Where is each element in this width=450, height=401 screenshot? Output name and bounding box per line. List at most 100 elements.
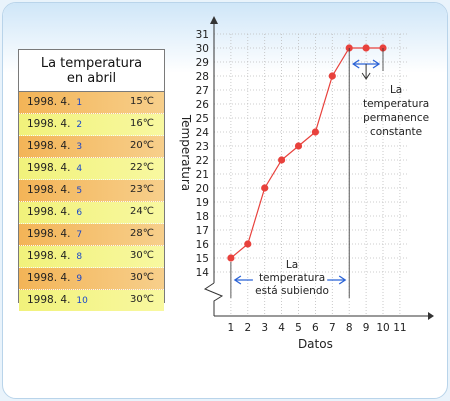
day-number: 9 <box>76 274 83 284</box>
table-title-line1: La temperatura <box>40 56 143 71</box>
y-tick-label: 30 <box>196 43 209 55</box>
temperature-cell: 30℃ <box>130 250 154 261</box>
date-prefix: 1998. 4. <box>27 250 71 262</box>
day-number: 2 <box>76 120 83 130</box>
x-tick-label: 8 <box>346 322 353 334</box>
y-tick-label: 23 <box>196 141 209 153</box>
y-tick-label: 21 <box>196 169 209 181</box>
temperature-cell: 23℃ <box>130 184 154 195</box>
x-tick-label: 6 <box>312 322 319 334</box>
date-cell: 1998. 4. 9 <box>27 272 82 284</box>
x-axis-label: Datos <box>298 337 333 351</box>
date-cell: 1998. 4. 5 <box>27 184 82 196</box>
rising-note-line: está subiendo <box>255 285 329 297</box>
data-point <box>311 128 319 136</box>
table-row: 1998. 4. 8 30℃ <box>19 246 164 268</box>
table-title: La temperatura en abril <box>19 50 164 92</box>
data-point <box>261 184 269 192</box>
temperature-cell: 30℃ <box>130 272 154 283</box>
y-tick-label: 20 <box>196 183 209 195</box>
table-row: 1998. 4. 3 20℃ <box>19 136 164 158</box>
data-point <box>278 156 286 164</box>
date-prefix: 1998. 4. <box>27 272 71 284</box>
x-tick-label: 9 <box>363 322 370 334</box>
temperature-cell: 24℃ <box>130 206 154 217</box>
y-tick-label: 17 <box>196 225 209 237</box>
constant-arrowhead-left <box>352 59 360 69</box>
y-axis-label: Temperatura <box>179 114 193 191</box>
temperature-cell: 15℃ <box>130 96 154 107</box>
x-tick-label: 2 <box>244 322 251 334</box>
table-row: 1998. 4. 2 16℃ <box>19 114 164 136</box>
date-cell: 1998. 4. 10 <box>27 294 88 306</box>
date-prefix: 1998. 4. <box>27 140 71 152</box>
date-cell: 1998. 4. 7 <box>27 228 82 240</box>
temperature-table: La temperatura en abril 1998. 4. 1 15℃ 1998… <box>18 49 165 311</box>
date-prefix: 1998. 4. <box>27 184 71 196</box>
constant-note-line: La <box>390 84 402 96</box>
y-tick-label: 15 <box>196 253 209 265</box>
day-number: 8 <box>76 252 83 262</box>
temperature-cell: 16℃ <box>130 118 154 129</box>
table-row: 1998. 4. 5 23℃ <box>19 180 164 202</box>
date-prefix: 1998. 4. <box>27 118 71 130</box>
rising-note-line: La <box>286 259 298 271</box>
date-prefix: 1998. 4. <box>27 162 71 174</box>
day-number: 3 <box>76 142 83 152</box>
x-tick-label: 1 <box>228 322 235 334</box>
y-tick-label: 28 <box>196 71 209 83</box>
table-row: 1998. 4. 9 30℃ <box>19 268 164 290</box>
temperature-cell: 20℃ <box>130 140 154 151</box>
rising-arrowhead-left <box>233 275 242 285</box>
day-number: 10 <box>76 296 88 306</box>
table-row: 1998. 4. 4 22℃ <box>19 158 164 180</box>
day-number: 7 <box>76 230 83 240</box>
table-row: 1998. 4. 1 15℃ <box>19 92 164 114</box>
y-axis-arrow <box>210 16 218 24</box>
table-row: 1998. 4. 6 24℃ <box>19 202 164 224</box>
constant-pointer-head <box>361 72 371 80</box>
date-cell: 1998. 4. 1 <box>27 96 82 108</box>
y-tick-label: 18 <box>196 211 209 223</box>
temperature-cell: 30℃ <box>130 294 154 305</box>
rising-arrowhead-right <box>338 275 347 285</box>
y-tick-label: 22 <box>196 155 209 167</box>
date-cell: 1998. 4. 4 <box>27 162 82 174</box>
temperature-cell: 28℃ <box>130 228 154 239</box>
y-axis-break-mark <box>203 282 224 316</box>
y-tick-label: 26 <box>196 99 210 111</box>
y-tick-label: 14 <box>196 267 210 279</box>
day-number: 5 <box>76 186 83 196</box>
x-tick-label: 10 <box>376 322 389 334</box>
constant-arrowhead-right <box>372 59 381 69</box>
constant-note-line: temperatura <box>363 98 429 110</box>
date-cell: 1998. 4. 2 <box>27 118 82 130</box>
constant-note-line: constante <box>370 126 422 138</box>
data-point <box>294 142 303 150</box>
date-cell: 1998. 4. 8 <box>27 250 82 262</box>
x-axis-arrow <box>428 312 434 320</box>
y-tick-label: 29 <box>196 57 209 69</box>
date-cell: 1998. 4. 6 <box>27 206 82 218</box>
x-tick-label: 11 <box>393 322 406 334</box>
x-tick-label: 7 <box>329 322 336 334</box>
y-tick-label: 25 <box>196 113 209 125</box>
date-prefix: 1998. 4. <box>27 228 71 240</box>
date-prefix: 1998. 4. <box>27 206 71 218</box>
day-number: 1 <box>76 98 83 108</box>
y-tick-label: 24 <box>196 127 210 139</box>
date-prefix: 1998. 4. <box>27 294 71 306</box>
table-row: 1998. 4. 7 28℃ <box>19 224 164 246</box>
y-tick-label: 19 <box>196 197 209 209</box>
data-point <box>227 254 235 262</box>
y-tick-label: 31 <box>196 29 209 41</box>
date-cell: 1998. 4. 3 <box>27 140 82 152</box>
data-point <box>244 240 252 248</box>
temperature-line <box>230 47 383 259</box>
table-row: 1998. 4. 10 30℃ <box>19 290 164 311</box>
rising-note-line: temperatura <box>259 272 325 284</box>
constant-note-line: permanence <box>363 112 429 124</box>
day-number: 6 <box>76 208 83 218</box>
x-tick-label: 3 <box>261 322 268 334</box>
y-tick-label: 16 <box>196 239 210 251</box>
